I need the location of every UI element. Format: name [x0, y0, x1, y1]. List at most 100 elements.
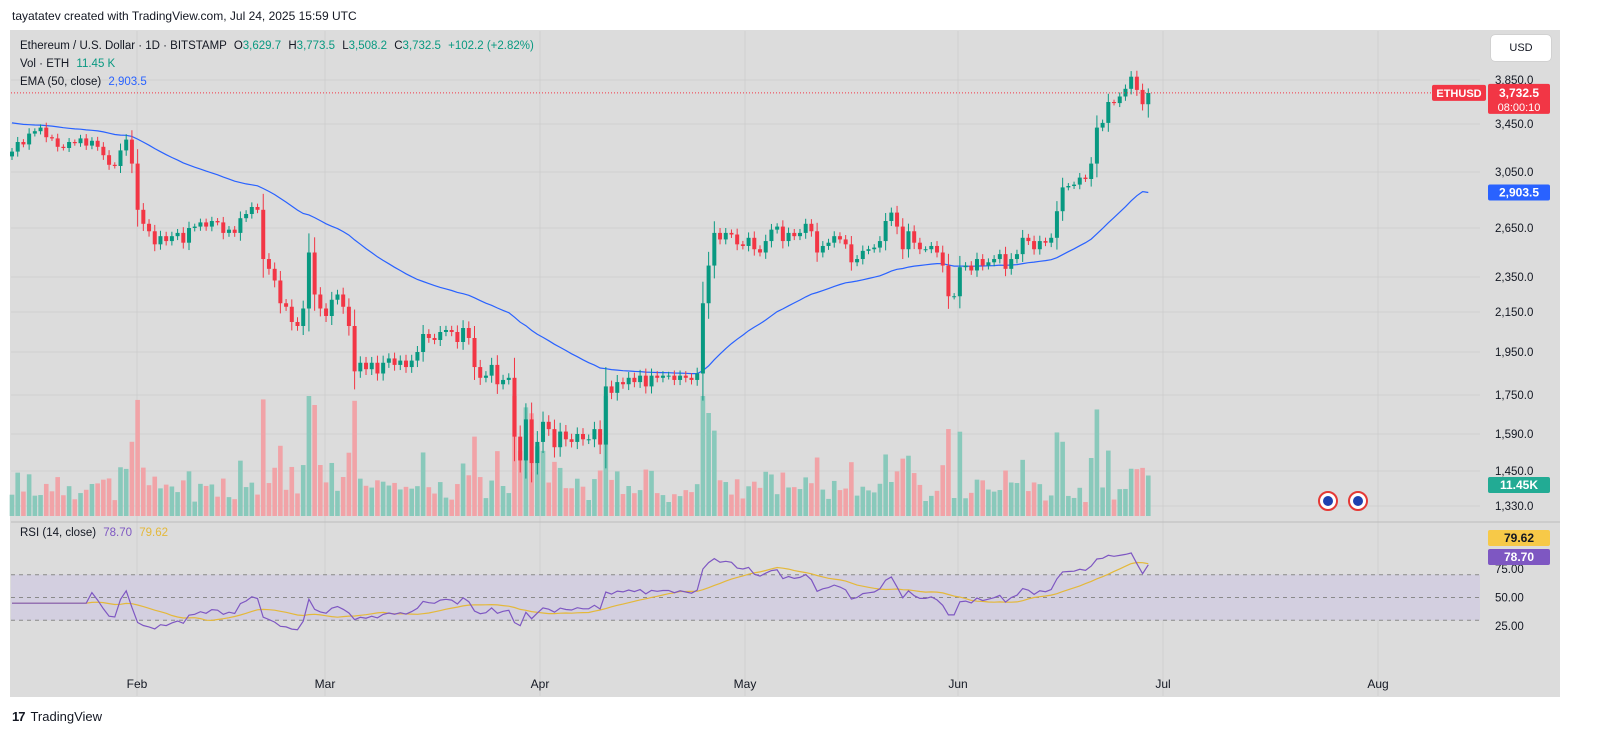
volume-bar: [415, 486, 420, 516]
candle-body: [786, 232, 791, 242]
volume-bar: [312, 405, 317, 516]
x-tick-label: Aug: [1367, 677, 1388, 691]
candle-body: [735, 234, 740, 245]
candle-body: [575, 434, 580, 442]
volume-bar: [386, 485, 392, 516]
candle-body: [1003, 254, 1008, 269]
candle-body: [421, 334, 426, 352]
candle-body: [386, 358, 391, 363]
volume-bar: [226, 497, 232, 516]
candle-body: [272, 268, 277, 281]
volume-bar: [517, 450, 523, 516]
volume-bar: [278, 445, 283, 516]
candle-body: [415, 352, 420, 361]
candle-body: [364, 362, 369, 370]
volume-bar: [1083, 502, 1088, 516]
candle-body: [660, 375, 665, 378]
candle-body: [318, 294, 323, 309]
volume-bar: [740, 498, 746, 516]
candle-body: [655, 375, 660, 378]
volume-bar: [449, 499, 454, 516]
candle-body: [392, 358, 397, 365]
volume-bar: [346, 452, 352, 516]
candle-body: [609, 386, 614, 393]
candle-body: [221, 222, 226, 233]
footer-brand[interactable]: 17 TradingView: [12, 709, 102, 724]
volume-bar: [375, 480, 380, 516]
tradingview-logo-icon: 17: [12, 709, 26, 724]
volume-bar: [392, 482, 397, 516]
candle-body: [289, 306, 294, 322]
volume-bar: [460, 463, 466, 516]
candle-body: [181, 232, 186, 243]
volume-bar: [238, 460, 243, 516]
candle-body: [381, 362, 386, 374]
countdown-label: 08:00:10: [1498, 102, 1541, 114]
candle-body: [1037, 241, 1042, 250]
volume-bar: [95, 483, 100, 516]
rsi-band: [11, 574, 1480, 621]
candle-body: [803, 223, 808, 233]
candle-body: [261, 209, 266, 260]
candle-body: [32, 131, 37, 134]
volume-bar: [500, 486, 506, 516]
volume-bar: [26, 474, 32, 516]
volume-bar: [506, 493, 512, 516]
volume-bar: [643, 469, 649, 516]
rsi-legend[interactable]: RSI (14, close) 78.70 79.62: [20, 527, 169, 539]
ema-legend[interactable]: EMA (50, close) 2,903.5: [20, 76, 147, 88]
candle-body: [107, 155, 112, 165]
change-value: +102.2 (+2.82%): [448, 40, 534, 52]
volume-bar: [1043, 500, 1048, 516]
candle-body: [324, 308, 329, 316]
candle-body: [992, 259, 997, 263]
volume-bar: [1100, 487, 1105, 516]
volume-bar: [649, 470, 654, 516]
currency-button[interactable]: USD: [1491, 35, 1551, 61]
volume-bar: [546, 482, 552, 516]
candle-body: [809, 223, 814, 232]
volume-bar: [220, 478, 226, 516]
candle-body: [495, 364, 500, 385]
candle-body: [478, 367, 483, 378]
candle-body: [672, 375, 677, 380]
volume-legend[interactable]: Vol · ETH 11.45 K: [20, 58, 116, 70]
candle-body: [284, 303, 289, 307]
candle-body: [1020, 237, 1025, 255]
volume-bar: [89, 483, 95, 516]
volume-bar: [700, 396, 706, 516]
candle-body: [586, 439, 591, 441]
volume-bar: [106, 478, 112, 516]
price-tick-label: 1,450.0: [1495, 466, 1533, 478]
volume-bar: [123, 468, 129, 516]
volume-bar: [689, 492, 694, 516]
price-tags: ETHUSD 3,732.5 08:00:10 2,903.5 11.45K 79.62 7…: [11, 83, 1550, 565]
price-tick-label: 3,050.0: [1495, 167, 1533, 179]
candle-body: [546, 421, 551, 430]
candle-body: [518, 436, 523, 461]
candle-body: [815, 231, 820, 253]
price-tick-label: 1,330.0: [1495, 501, 1533, 513]
volume-bar: [397, 489, 403, 516]
candle-body: [198, 222, 203, 227]
candle-body: [912, 231, 917, 243]
price-tick-label: 2,150.0: [1495, 307, 1533, 319]
volume-bar: [677, 496, 683, 516]
volume-bar: [597, 470, 603, 516]
volume-bar: [15, 472, 21, 516]
candle-body: [974, 259, 979, 271]
candle-body: [649, 375, 654, 387]
candle-body: [1112, 102, 1117, 104]
volume-bar: [831, 480, 837, 516]
volume-bar: [38, 495, 43, 516]
candle-body: [38, 127, 43, 132]
symbol-name[interactable]: Ethereum / U.S. Dollar · 1D · BITSTAMP: [20, 40, 227, 52]
volume-bar: [112, 500, 118, 516]
volume-bar: [803, 477, 808, 516]
volume-bar: [592, 479, 597, 516]
volume-bar: [266, 483, 272, 516]
candle-body: [249, 207, 254, 214]
candle-body: [238, 218, 243, 233]
candle-body: [329, 299, 334, 316]
